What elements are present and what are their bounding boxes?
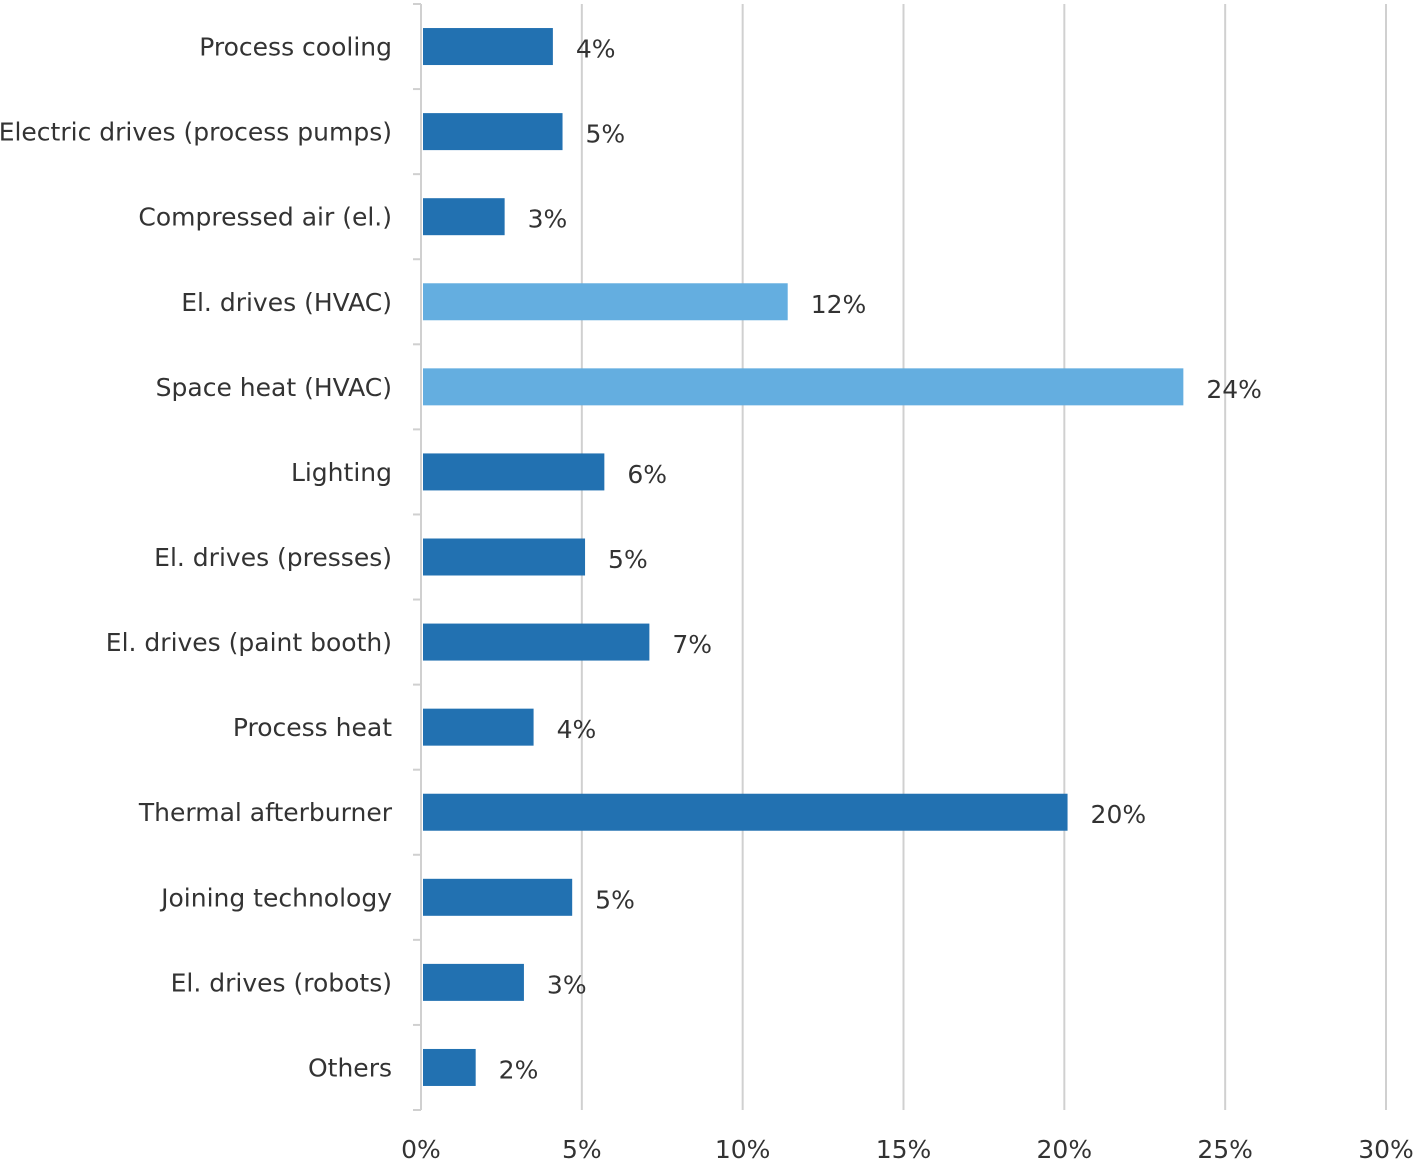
x-tick-label: 0% [401,1135,441,1163]
data-labels: 4% 5% 3% 12% 24% 6% 5% 7% 4% 20% 5% 3% 2% [499,35,1262,1085]
bar [423,708,534,746]
category-labels: Process cooling Electric drives (process … [0,33,393,1083]
category-axis [413,3,422,1111]
category-label: Electric drives (process pumps) [0,118,392,147]
bar [423,453,605,491]
x-tick-label: 10% [715,1135,771,1163]
data-label: 5% [595,885,635,914]
bar [423,368,1184,406]
x-tick-label: 20% [1037,1135,1093,1163]
x-tick-label: 30% [1358,1135,1414,1163]
category-label: Lighting [291,458,392,487]
data-label: 5% [608,545,648,574]
bar [423,793,1068,831]
bar [423,878,573,916]
category-label: Space heat (HVAC) [156,373,392,402]
category-label: Joining technology [159,883,392,912]
data-label: 20% [1091,800,1147,829]
bar [423,113,563,151]
category-label: El. drives (HVAC) [181,288,392,317]
bar [423,623,650,661]
category-label: Others [308,1053,392,1082]
data-label: 5% [586,120,626,149]
category-label: Thermal afterburner [138,798,393,827]
bar [423,28,553,66]
data-label: 7% [672,630,712,659]
category-label: Process heat [233,713,392,742]
category-label: El. drives (paint booth) [106,628,392,657]
category-label: El. drives (presses) [154,543,392,572]
bars [423,28,1184,1086]
data-label: 2% [499,1055,539,1084]
bar [423,198,505,236]
data-label: 3% [528,205,568,234]
x-tick-label: 25% [1197,1135,1253,1163]
data-label: 4% [576,35,616,64]
data-label: 6% [627,460,667,489]
data-label: 4% [557,715,597,744]
x-tick-labels: 0% 5% 10% 15% 20% 25% 30% [401,1135,1414,1163]
x-tick-label: 5% [562,1135,602,1163]
bar [423,963,524,1001]
data-label: 3% [547,970,587,999]
gridlines [580,4,1387,1110]
bar [423,538,586,576]
category-label: Compressed air (el.) [138,203,392,232]
bar [423,1048,476,1086]
data-label: 12% [811,290,867,319]
category-label: El. drives (robots) [171,968,392,997]
bar [423,283,788,321]
data-label: 24% [1206,375,1262,404]
x-tick-label: 15% [876,1135,932,1163]
category-label: Process cooling [199,33,392,62]
